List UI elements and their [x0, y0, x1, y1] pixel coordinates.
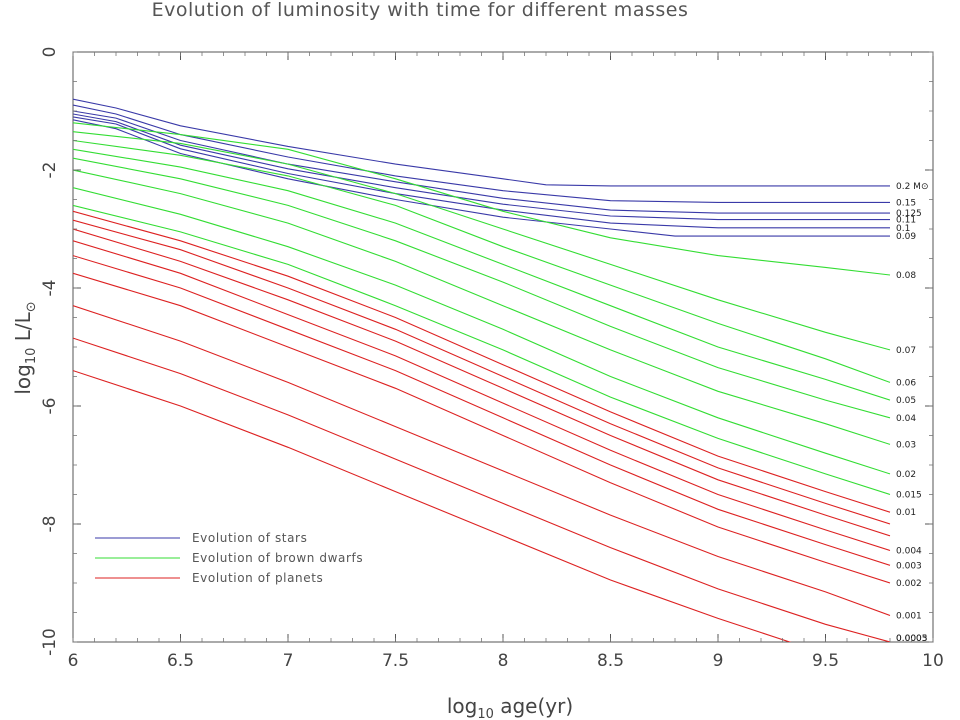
y-axis-label-sub: 10 — [24, 348, 39, 365]
y-tick-label: -10 — [40, 628, 60, 656]
y-axis-label-rest: L/L — [11, 311, 35, 347]
series-line-0.015 — [73, 204, 891, 496]
series-line-0.07 — [73, 131, 891, 351]
series-end-label-0.15: 0.15 — [896, 198, 916, 208]
x-tick-label: 7.5 — [382, 651, 409, 671]
x-tick-label: 10 — [922, 651, 944, 671]
series-end-label-0.02: 0.02 — [896, 470, 916, 480]
series-lines — [73, 98, 891, 642]
axis-ticks: 6 6.5 7 7.5 8 8.5 9 9.5 10 0 -2 -4 -6 -8 -10 — [40, 47, 944, 671]
series-line-0.03 — [73, 169, 891, 445]
series-end-label-0.01: 0.01 — [896, 508, 916, 518]
series-line-0.09 — [73, 119, 890, 237]
series-line-0.1 — [73, 116, 890, 229]
y-tick-label: -8 — [40, 516, 60, 533]
series-line-0.125 — [73, 110, 890, 214]
chart-title: Evolution of luminosity with time for di… — [152, 0, 689, 21]
series-line-0.01 — [73, 210, 891, 513]
series-line-0.001 — [73, 305, 891, 617]
series-line-0.003 — [73, 255, 891, 566]
series-line-0.08 — [73, 122, 891, 276]
y-axis-label-sun-symbol: ⊙ — [24, 301, 39, 312]
series-end-label-0.07: 0.07 — [896, 346, 916, 356]
legend-label-brown-dwarfs: Evolution of brown dwarfs — [192, 551, 363, 565]
series-line-0.004 — [73, 240, 891, 552]
series-end-label-0.015: 0.015 — [896, 491, 922, 501]
legend: Evolution of stars Evolution of brown dw… — [95, 531, 363, 585]
series-line-0.2-m — [73, 98, 890, 187]
series-end-label-0.06: 0.06 — [896, 378, 916, 388]
y-tick-label: -4 — [40, 280, 60, 297]
series-end-label-0.004: 0.004 — [896, 547, 922, 557]
series-end-label-0.002: 0.002 — [896, 579, 922, 589]
legend-label-stars: Evolution of stars — [192, 531, 307, 545]
series-end-label-0.09: 0.09 — [896, 232, 916, 242]
series-end-label-0.03: 0.03 — [896, 440, 916, 450]
y-tick-label: 0 — [40, 47, 60, 58]
series-line-0.05 — [73, 148, 891, 401]
series-end-label-0.05: 0.05 — [896, 396, 916, 406]
y-axis-label-main: log — [11, 364, 35, 395]
series-end-label-0.04: 0.04 — [896, 414, 916, 424]
x-tick-label: 9 — [713, 651, 724, 671]
x-tick-label: 9.5 — [812, 651, 839, 671]
series-line-0.11 — [73, 113, 890, 221]
y-tick-label: -2 — [40, 162, 60, 179]
series-end-label-0.001: 0.001 — [896, 611, 922, 621]
series-line-0.0003 — [73, 370, 792, 642]
x-axis-label-rest: age(yr) — [494, 694, 573, 718]
series-end-label-0.11: 0.11 — [896, 216, 916, 226]
x-tick-label: 6 — [68, 651, 79, 671]
x-axis-label: log10 age(yr) — [447, 694, 573, 720]
series-line-0.0005 — [73, 337, 891, 642]
legend-label-planets: Evolution of planets — [192, 571, 323, 585]
series-end-label-0.1: 0.1 — [896, 224, 910, 234]
x-axis-label-main: log — [447, 694, 478, 718]
series-line-0.002 — [73, 272, 891, 584]
series-end-label-0.2-m: 0.2 M⊙ — [896, 182, 928, 192]
series-line-0.06 — [73, 139, 891, 383]
y-tick-label: -6 — [40, 398, 60, 415]
series-end-label-0.08: 0.08 — [896, 271, 916, 281]
x-axis-label-sub: 10 — [477, 707, 494, 720]
y-axis-label: log10 L/L⊙ — [11, 301, 39, 394]
x-tick-label: 8 — [498, 651, 509, 671]
series-line-0.04 — [73, 157, 891, 419]
series-line-0.15 — [73, 104, 890, 203]
x-tick-label: 7 — [283, 651, 294, 671]
x-tick-label: 6.5 — [167, 651, 194, 671]
x-tick-label: 8.5 — [597, 651, 624, 671]
series-end-label-0.125: 0.125 — [896, 209, 922, 219]
series-line-unlabeled-16 — [73, 228, 891, 537]
series-line-unlabeled-15 — [73, 219, 891, 525]
series-end-label-0.003: 0.003 — [896, 561, 922, 571]
series-line-0.02 — [73, 187, 891, 475]
